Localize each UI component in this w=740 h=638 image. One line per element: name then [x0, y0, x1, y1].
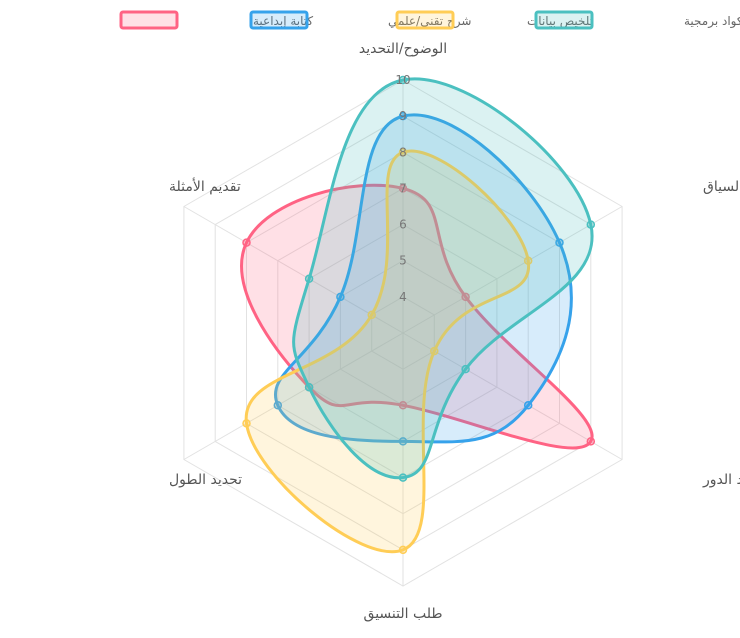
grid-spoke: [402, 206, 623, 334]
grid-spoke: [402, 332, 623, 460]
axis-label: تقديم الأمثلة: [169, 177, 241, 195]
tick-label: 7: [399, 181, 407, 195]
data-point[interactable]: [586, 220, 596, 229]
legend-item[interactable]: تلخيص بيانات: [395, 10, 593, 30]
axis-label: طلب التنسيق: [364, 606, 443, 622]
grid-spoke: [183, 206, 404, 334]
data-point[interactable]: [430, 346, 439, 356]
axis-label: تحديد الدور: [702, 472, 740, 488]
data-point[interactable]: [398, 473, 408, 482]
data-point[interactable]: [398, 75, 408, 85]
series-3: [242, 148, 533, 555]
legend-swatch: [395, 10, 455, 30]
data-point[interactable]: [242, 238, 251, 247]
series-4: [292, 75, 596, 482]
data-point[interactable]: [242, 419, 251, 428]
tick-label: 6: [399, 218, 407, 232]
data-point[interactable]: [336, 292, 345, 302]
legend-label: شرح تقني/علمي: [388, 14, 471, 29]
series-1: [240, 183, 596, 450]
data-point[interactable]: [398, 148, 408, 157]
tick-label: 4: [399, 290, 407, 304]
axis-label: الوضوح/التحديد: [359, 41, 447, 57]
data-point[interactable]: [304, 382, 314, 392]
legend-swatch: [249, 10, 309, 30]
series-2: [273, 111, 573, 446]
data-point[interactable]: [555, 238, 564, 247]
tick-label: 5: [399, 254, 407, 268]
data-point[interactable]: [398, 437, 408, 446]
data-point[interactable]: [398, 545, 408, 555]
data-point[interactable]: [523, 401, 533, 410]
grid-spoke: [183, 332, 404, 460]
data-point[interactable]: [304, 274, 314, 284]
tick-label: 10: [395, 73, 410, 87]
legend-swatch: [534, 10, 594, 30]
axis-label: تحديد الطول: [169, 472, 242, 488]
series-area: [240, 183, 594, 450]
data-point[interactable]: [586, 437, 596, 446]
legend: كتابة إبداعية شرح تقني/علمي تلخيص بيانات تو…: [119, 10, 740, 30]
tick-label: 9: [399, 109, 407, 123]
axis-labels: الوضوح/التحديد تقديم السياق تحديد الدور طلب…: [169, 41, 740, 622]
data-point[interactable]: [273, 401, 283, 410]
data-point[interactable]: [461, 364, 470, 374]
legend-label: توليد أكواد برمجية: [684, 13, 740, 29]
series-area: [274, 113, 573, 444]
data-point[interactable]: [367, 310, 376, 320]
series-area: [244, 149, 530, 554]
legend-item[interactable]: كتابة إبداعية: [119, 10, 313, 30]
legend-item[interactable]: شرح تقني/علمي: [249, 10, 471, 30]
data-point[interactable]: [398, 401, 408, 410]
series-area: [292, 77, 594, 480]
data-point[interactable]: [398, 111, 408, 121]
legend-label: كتابة إبداعية: [253, 14, 313, 28]
legend-item[interactable]: توليد أكواد برمجية: [534, 10, 740, 30]
axis-label: تقديم السياق: [703, 179, 740, 195]
data-point[interactable]: [461, 292, 470, 302]
legend-swatch: [119, 10, 179, 30]
legend-label: تلخيص بيانات: [527, 14, 593, 29]
radial-tick-labels: 4 5 6 7 8 9 10: [395, 73, 410, 304]
radar-series: [240, 75, 596, 555]
data-point[interactable]: [398, 184, 408, 193]
tick-label: 8: [399, 145, 407, 159]
data-point[interactable]: [523, 256, 533, 265]
